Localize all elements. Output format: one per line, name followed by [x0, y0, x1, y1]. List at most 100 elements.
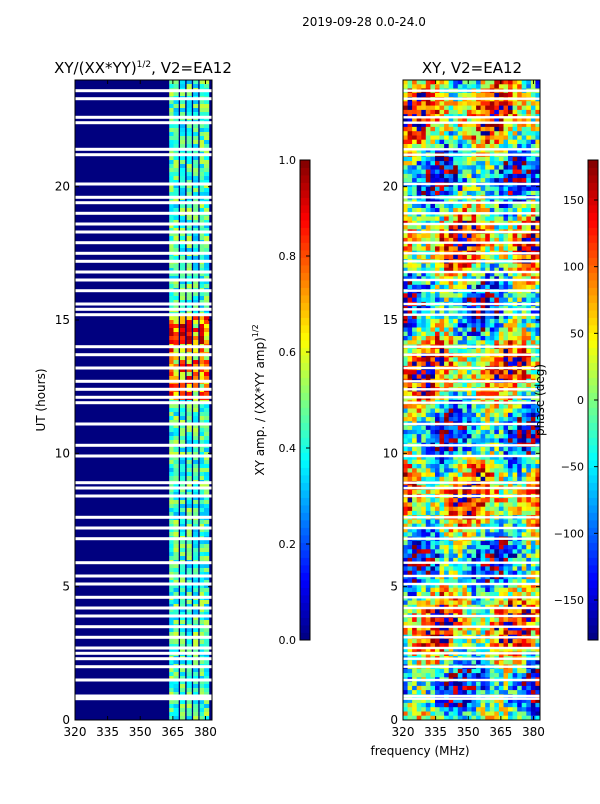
phase-cell — [417, 110, 422, 115]
phase-cell — [508, 392, 513, 397]
phase-cell — [485, 136, 490, 141]
phase-cell — [508, 84, 513, 89]
amp-cell — [204, 192, 209, 196]
phase-cell — [531, 178, 536, 183]
phase-cell — [476, 144, 481, 149]
phase-cell — [476, 498, 481, 503]
phase-cell — [472, 157, 477, 162]
amp-cell — [193, 592, 198, 596]
phase-cell — [476, 383, 481, 388]
phase-cell — [430, 601, 435, 606]
phase-cell — [430, 332, 435, 337]
phase-cell — [513, 520, 518, 525]
phase-cell — [531, 264, 536, 269]
phase-cell — [485, 285, 490, 290]
phase-cell — [485, 426, 490, 431]
phase-cell — [485, 319, 490, 324]
figure-title: 2019-09-28 0.0-24.0 — [302, 15, 426, 29]
phase-cell — [508, 438, 513, 443]
phase-cell — [522, 157, 527, 162]
phase-cell — [435, 106, 440, 111]
amp-cell — [204, 264, 209, 268]
amp-xtick-label: 365 — [161, 725, 184, 739]
phase-cell — [453, 520, 458, 525]
phase-cell — [421, 490, 426, 495]
phase-cell — [476, 255, 481, 260]
phase-cell — [444, 217, 449, 222]
phase-cell — [467, 285, 472, 290]
phase-cell — [526, 127, 531, 132]
phase-cell — [531, 541, 536, 546]
phase-cell — [462, 447, 467, 452]
phase-cell — [421, 84, 426, 89]
phase-cell — [435, 374, 440, 379]
phase-cell — [526, 264, 531, 269]
phase-cell — [526, 328, 531, 333]
phase-cell — [522, 131, 527, 136]
amp-cell — [187, 440, 192, 444]
phase-cell — [490, 101, 495, 106]
phase-cell — [430, 592, 435, 597]
amp-cell — [174, 700, 179, 704]
phase-cell — [458, 144, 463, 149]
phase-cell — [508, 430, 513, 435]
amp-cell — [174, 336, 179, 340]
phase-cell — [430, 110, 435, 115]
phase-cell — [421, 357, 426, 362]
phase-cell — [517, 170, 522, 175]
phase-cell — [449, 110, 454, 115]
amp-cell — [174, 448, 179, 452]
phase-cell — [485, 468, 490, 473]
phase-cell — [449, 323, 454, 328]
amp-cell — [204, 84, 209, 88]
phase-cell — [476, 336, 481, 341]
phase-cell — [522, 127, 527, 132]
phase-cell — [453, 144, 458, 149]
phase-cell — [421, 370, 426, 375]
phase-cell — [453, 498, 458, 503]
phase-cell — [417, 507, 422, 512]
phase-cell — [490, 392, 495, 397]
phase-cell — [426, 170, 431, 175]
amp-cell — [187, 248, 192, 252]
phase-cell — [458, 362, 463, 367]
phase-cell — [449, 255, 454, 260]
phase-cell — [421, 554, 426, 559]
phase-cell — [421, 545, 426, 550]
phase-cell — [481, 157, 486, 162]
phase-cell — [462, 80, 467, 85]
phase-cell — [485, 362, 490, 367]
amp-cell — [180, 236, 185, 240]
amp-cell — [204, 372, 209, 376]
phase-cell — [476, 298, 481, 303]
phase-cell — [440, 234, 445, 239]
phase-cell — [453, 208, 458, 213]
phase-cell — [449, 549, 454, 554]
phase-cell — [412, 136, 417, 141]
phase-cell — [408, 473, 413, 478]
phase-cell — [417, 336, 422, 341]
phase-cell — [472, 520, 477, 525]
phase-cell — [476, 566, 481, 571]
amp-cell — [180, 172, 185, 176]
phase-cell — [412, 370, 417, 375]
phase-cell — [522, 392, 527, 397]
phase-cell — [449, 490, 454, 495]
phase-cell — [531, 464, 536, 469]
phase-cell — [499, 438, 504, 443]
phase-cell — [430, 285, 435, 290]
phase-cell — [449, 566, 454, 571]
phase-cell — [494, 208, 499, 213]
phase-cell — [440, 409, 445, 414]
amp-colorbar-segment — [300, 340, 310, 348]
phase-cell — [426, 165, 431, 170]
phase-cell — [485, 438, 490, 443]
phase-cell — [458, 187, 463, 192]
amp-cell — [174, 316, 179, 320]
amp-cell — [193, 540, 198, 544]
amp-cell — [180, 256, 185, 260]
amp-cell — [187, 376, 192, 380]
phase-cell — [499, 549, 504, 554]
amp-cell — [174, 564, 179, 568]
phase-cell — [513, 374, 518, 379]
